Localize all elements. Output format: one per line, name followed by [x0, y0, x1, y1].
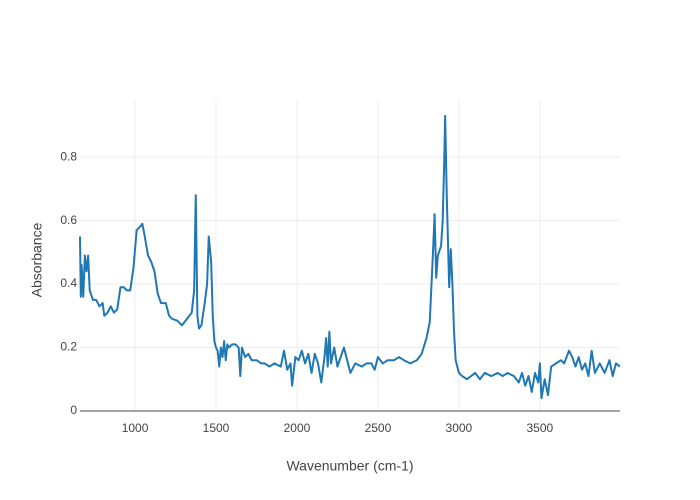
y-tick-label: 0 [70, 403, 77, 417]
x-tick-label: 1500 [203, 421, 230, 435]
y-tick-label: 0.2 [60, 340, 77, 354]
data-line [79, 114, 621, 400]
x-tick-label: 3500 [526, 421, 553, 435]
y-tick-label: 0.8 [60, 149, 77, 163]
y-tick-label: 0.6 [60, 213, 77, 227]
x-tick-label: 3000 [446, 421, 473, 435]
x-tick-label: 2500 [365, 421, 392, 435]
y-tick-label: 0.4 [60, 276, 77, 290]
x-axis-title: Wavenumber (cm-1) [286, 458, 413, 474]
x-tick-label: 1000 [122, 421, 149, 435]
x-tick-label: 2000 [284, 421, 311, 435]
y-axis-title: Absorbance [29, 222, 45, 297]
